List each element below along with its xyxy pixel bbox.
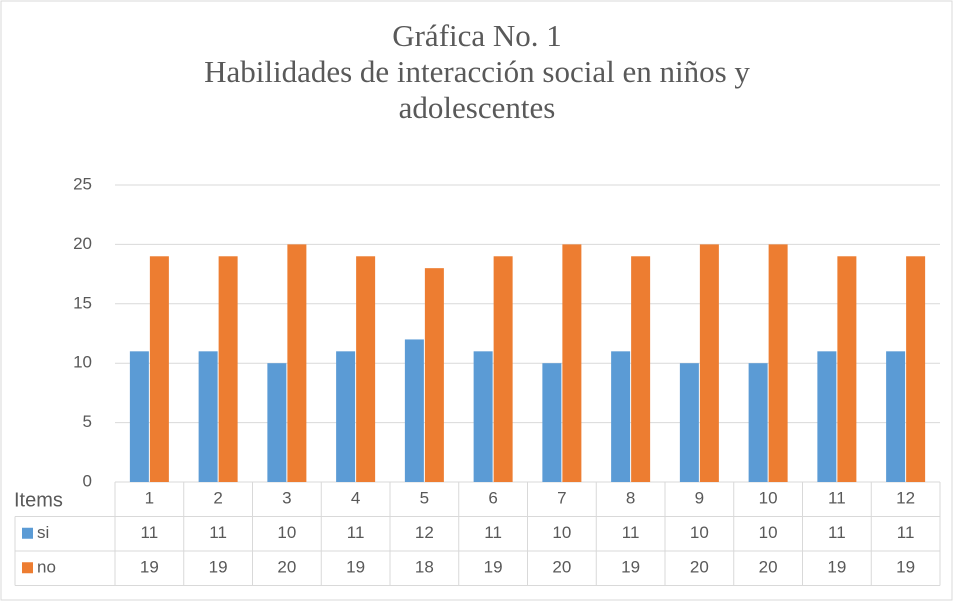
table-value: 18 bbox=[415, 558, 434, 577]
x-tick-label: 12 bbox=[896, 489, 915, 508]
bar bbox=[356, 256, 376, 482]
table-value: 11 bbox=[209, 523, 227, 542]
x-tick-label: 8 bbox=[626, 489, 635, 508]
table-value: 11 bbox=[622, 523, 640, 542]
table-value: 20 bbox=[690, 558, 709, 577]
y-tick-label: 20 bbox=[73, 234, 92, 253]
bar bbox=[404, 339, 424, 482]
chart-subtitle: Habilidades de interacción social en niñ… bbox=[204, 54, 750, 125]
table-value: 10 bbox=[690, 523, 709, 542]
bar bbox=[906, 256, 926, 482]
x-tick-label: 7 bbox=[557, 489, 566, 508]
table-value: 10 bbox=[277, 523, 296, 542]
x-tick-label: 3 bbox=[282, 489, 291, 508]
table-header: Items bbox=[14, 490, 63, 512]
table-value: 10 bbox=[552, 523, 571, 542]
table-value: 11 bbox=[828, 523, 846, 542]
bar bbox=[287, 244, 307, 482]
y-tick-label: 15 bbox=[73, 293, 92, 312]
title-block: Gráfica No. 1 Habilidades de interacción… bbox=[147, 18, 807, 126]
x-tick-label: 6 bbox=[488, 489, 497, 508]
y-tick-label: 5 bbox=[83, 412, 92, 431]
bar bbox=[218, 256, 238, 482]
table-value: 11 bbox=[484, 523, 502, 542]
x-tick-label: 2 bbox=[213, 489, 222, 508]
bar bbox=[129, 351, 149, 482]
bar bbox=[699, 244, 719, 482]
bar bbox=[817, 351, 837, 482]
table-value: 20 bbox=[759, 558, 778, 577]
x-tick-label: 11 bbox=[828, 489, 846, 508]
table-value: 12 bbox=[415, 523, 434, 542]
x-tick-label: 9 bbox=[695, 489, 704, 508]
table-value: 19 bbox=[140, 558, 159, 577]
y-tick-label: 25 bbox=[73, 174, 92, 193]
bar bbox=[473, 351, 493, 482]
x-tick-label: 4 bbox=[351, 489, 360, 508]
bar bbox=[837, 256, 857, 482]
bar bbox=[768, 244, 788, 482]
table-value: 11 bbox=[897, 523, 915, 542]
bar bbox=[198, 351, 218, 482]
table-value: 19 bbox=[896, 558, 915, 577]
bar bbox=[679, 363, 699, 482]
bar bbox=[631, 256, 651, 482]
y-tick-label: 10 bbox=[73, 353, 92, 372]
table-value: 19 bbox=[827, 558, 846, 577]
legend-label: no bbox=[37, 558, 56, 577]
bar bbox=[748, 363, 768, 482]
table-value: 10 bbox=[759, 523, 778, 542]
legend-label: si bbox=[37, 523, 49, 542]
bar bbox=[562, 244, 582, 482]
table-value: 11 bbox=[141, 523, 159, 542]
x-tick-label: 10 bbox=[759, 489, 778, 508]
x-tick-label: 1 bbox=[145, 489, 154, 508]
bar bbox=[336, 351, 356, 482]
x-tick-label: 5 bbox=[420, 489, 429, 508]
bar bbox=[493, 256, 513, 482]
y-tick-label: 0 bbox=[83, 471, 92, 490]
bar bbox=[886, 351, 906, 482]
table-value: 19 bbox=[209, 558, 228, 577]
bar bbox=[542, 363, 562, 482]
table-value: 20 bbox=[552, 558, 571, 577]
legend-swatch bbox=[22, 527, 33, 539]
bar bbox=[267, 363, 287, 482]
legend-swatch bbox=[22, 562, 33, 574]
chart-title: Gráfica No. 1 bbox=[392, 18, 562, 53]
bar bbox=[611, 351, 631, 482]
table-value: 19 bbox=[484, 558, 503, 577]
bar bbox=[424, 268, 444, 482]
table-value: 19 bbox=[346, 558, 365, 577]
table-value: 11 bbox=[347, 523, 365, 542]
table-value: 19 bbox=[621, 558, 640, 577]
table-value: 20 bbox=[277, 558, 296, 577]
bar bbox=[149, 256, 169, 482]
